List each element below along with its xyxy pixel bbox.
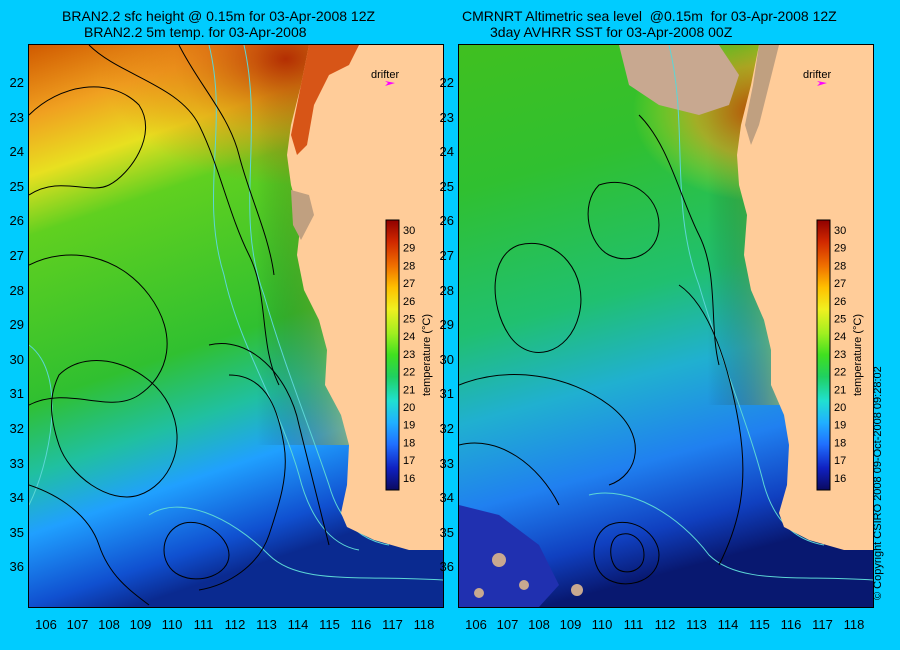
right-y-tick-27: 27 [439,248,454,263]
right-y-tick-28: 28 [439,282,454,298]
right-sea-level-contours [458,114,744,585]
right-y-tick-26: 26 [439,213,454,229]
right-x-tick-108: 108 [528,617,550,632]
left-y-tick-32: 32 [9,421,24,436]
right-x-tick-116: 116 [780,617,802,632]
right-x-tick-112: 112 [654,617,676,632]
left-y-tick-35: 35 [9,524,24,540]
left-x-tick-118: 118 [413,617,435,632]
right-x-tick-106: 106 [465,617,487,632]
right-y-tick-29: 29 [439,317,454,333]
right-y-tick-23: 23 [439,109,454,125]
left-drifter-arrow [385,81,395,86]
left-x-tick-110: 110 [161,617,183,632]
left-y-tick-29: 29 [9,317,24,333]
left-shark-bay [291,190,314,240]
left-y-tick-26: 26 [9,213,24,229]
right-australia-land [737,45,873,550]
left-y-tick-27: 27 [9,248,24,263]
right-cloud-patches [459,45,739,607]
right-y-tick-25: 25 [439,178,454,194]
copyright-credit: © Copyright CSIRO 2008 09-Oct-2008 09:28… [872,366,884,600]
right-x-tick-109: 109 [559,617,582,632]
right-x-tick-118: 118 [843,617,865,632]
left-sea-level-contours [28,44,330,606]
left-map-panel: drifter [28,44,444,608]
left-y-tick-22: 22 [9,75,24,90]
right-title-line2: 3day AVHRR SST for 03-Apr-2008 00Z [490,24,733,40]
right-x-tick-110: 110 [591,617,613,632]
right-x-tick-111: 111 [623,617,644,632]
left-x-tick-112: 112 [224,617,246,632]
left-x-tick-116: 116 [350,617,372,632]
left-y-tick-23: 23 [9,109,24,125]
left-x-tick-106: 106 [35,617,57,632]
left-bathymetry-contours [28,44,444,581]
left-x-tick-111: 111 [193,617,214,632]
right-x-tick-115: 115 [749,617,770,632]
right-map-svg: drifter [458,44,874,607]
right-drifter-label: drifter [803,69,831,81]
right-x-tick-117: 117 [812,617,833,632]
left-y-tick-28: 28 [9,282,24,298]
left-x-tick-113: 113 [256,617,277,632]
left-y-tick-24: 24 [9,144,24,160]
right-y-tick-33: 33 [439,455,454,471]
right-title-line1: CMRNRT Altimetric sea level @0.15m for 0… [462,8,837,24]
right-y-tick-34: 34 [439,490,454,506]
right-y-tick-30: 30 [439,351,454,367]
right-drifter-arrow [817,81,827,86]
left-title-line2: BRAN2.2 5m temp. for 03-Apr-2008 [84,24,307,40]
right-y-tick-24: 24 [439,144,454,160]
right-map-panel: drifter [458,44,874,608]
left-y-tick-25: 25 [9,178,24,194]
left-panel-title: BRAN2.2 sfc height @ 0.15m for 03-Apr-20… [62,8,482,40]
right-drifter-marker: drifter [803,69,831,86]
left-y-tick-31: 31 [9,386,24,402]
left-y-tick-33: 33 [9,455,24,471]
left-x-tick-108: 108 [98,617,120,632]
left-map-svg: drifter [28,44,444,607]
left-drifter-label: drifter [371,69,399,81]
left-land-hot-strip [291,45,359,155]
right-land-cloud-strip [745,45,779,145]
right-x-tick-113: 113 [686,617,707,632]
left-australia-land [287,45,443,550]
left-x-tick-117: 117 [382,617,403,632]
left-y-tick-34: 34 [9,490,24,506]
left-x-tick-107: 107 [66,617,89,632]
left-y-tick-30: 30 [9,351,24,367]
right-y-tick-31: 31 [439,386,454,402]
right-y-tick-32: 32 [439,421,454,436]
right-x-tick-107: 107 [496,617,519,632]
left-y-tick-36: 36 [9,559,24,575]
left-drifter-marker: drifter [371,69,399,86]
left-title-line1: BRAN2.2 sfc height @ 0.15m for 03-Apr-20… [62,8,376,24]
right-y-tick-35: 35 [439,524,454,540]
right-y-tick-36: 36 [439,559,454,575]
right-x-tick-114: 114 [717,617,739,632]
left-x-tick-109: 109 [129,617,152,632]
left-x-tick-114: 114 [287,617,309,632]
right-panel-title: CMRNRT Altimetric sea level @0.15m for 0… [462,8,882,40]
left-x-tick-115: 115 [319,617,340,632]
right-y-tick-22: 22 [439,75,454,90]
